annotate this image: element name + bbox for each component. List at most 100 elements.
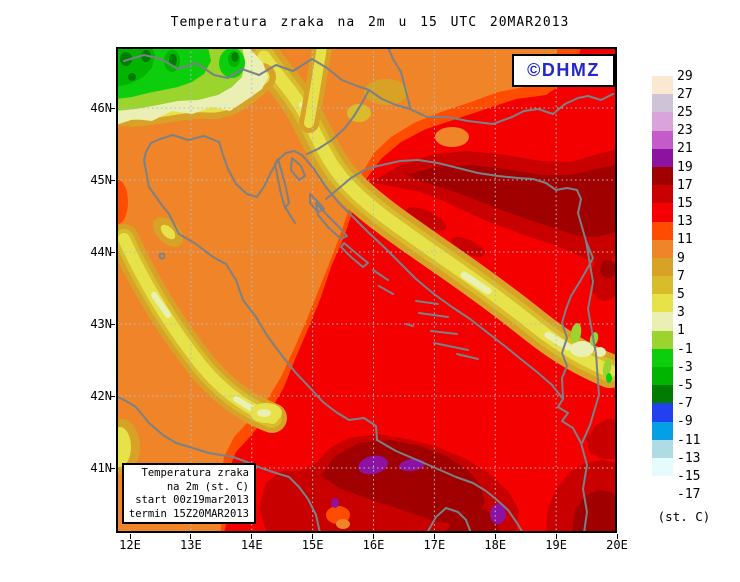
lon-axis-label: 16E [362, 538, 385, 552]
page-title: Temperatura zraka na 2m u 15 UTC 20MAR20… [170, 15, 570, 30]
legend-cell [652, 94, 673, 113]
legend-boundary-label: 7 [677, 268, 685, 284]
lat-tick [110, 179, 115, 181]
lon-tick [251, 534, 253, 539]
legend-boundary-label: -7 [677, 396, 693, 412]
legend-boundary-label: 5 [677, 286, 685, 302]
lon-axis-label: 18E [484, 538, 507, 552]
lon-axis-label: 17E [423, 538, 446, 552]
legend-boundary-label: 15 [677, 195, 693, 211]
legend-cell [652, 385, 673, 404]
north-border-line [123, 54, 614, 125]
istria-coastline [218, 141, 303, 198]
legend-cell [652, 203, 673, 222]
lon-axis-label: 12E [119, 538, 141, 552]
border-branch-line [387, 47, 411, 108]
legend-boundary-label: -3 [677, 359, 693, 375]
legend-cell [652, 457, 673, 477]
legend-cell [652, 148, 673, 167]
adriatic-islands [158, 157, 479, 360]
legend-unit-label: (st. C) [657, 509, 711, 524]
legend-cell [652, 367, 673, 386]
italy-tyrrhenian-coastline [116, 395, 321, 533]
info-line: termin 15Z20MAR2013 [128, 507, 249, 520]
info-line: start 00z19mar2013 [135, 494, 249, 506]
lon-tick [555, 534, 557, 539]
legend-cell [652, 421, 673, 440]
taranto-gulf-coastline [426, 507, 472, 533]
lon-axis-label: 13E [180, 538, 202, 552]
legend-boundary-label: 23 [677, 123, 693, 139]
legend-cell [652, 221, 673, 240]
lat-axis-label: 45N [90, 173, 112, 187]
legend-cell [652, 112, 673, 131]
bosnia-border-line [325, 159, 594, 400]
coastlines-borders [116, 47, 614, 533]
legend-boundary-label: 9 [677, 250, 685, 266]
lon-tick [129, 534, 131, 539]
lon-tick [373, 534, 374, 539]
legend-cell [652, 130, 673, 149]
temperature-map [116, 47, 617, 533]
dhmz-logo-label: ©DHMZ [527, 60, 600, 80]
slovenia-croatia-border [306, 89, 370, 155]
lon-tick [616, 534, 618, 539]
alps-cold-region [116, 47, 268, 125]
legend-cell [652, 348, 673, 367]
map-frame [116, 47, 617, 533]
dhmz-watermark-box: ©DHMZ [512, 54, 615, 87]
lat-tick [110, 467, 115, 469]
info-line: na 2m (st. C) [166, 480, 249, 493]
legend-boundary-label: 29 [677, 68, 693, 84]
lat-tick [110, 395, 115, 397]
lat-axis-label: 44N [90, 245, 112, 259]
legend-boundary-label: 19 [677, 159, 693, 175]
east-border-line [581, 240, 600, 444]
legend-boundary-label: -17 [677, 487, 701, 503]
legend-cell [652, 166, 673, 186]
legend-boundary-label: -9 [677, 414, 693, 430]
info-line: Temperatura zraka [141, 467, 249, 479]
legend-boundary-label: 27 [677, 86, 693, 102]
legend-boundary-label: 21 [677, 141, 693, 157]
lon-axis-label: 15E [301, 538, 324, 552]
legend-labels: 29 27 25 23 21 19 17 15 13 11 9 7 5 3 1 -1 -3 -5 -7 -9 -11 -1… [677, 69, 721, 503]
legend-cell [652, 239, 673, 258]
legend-cell [652, 439, 673, 458]
lat-tick [110, 107, 115, 109]
legend-boundary-label: 11 [677, 232, 693, 248]
map-info-box: Temperatura zraka na 2m (st. C) start 00… [122, 463, 256, 524]
lat-axis-label: 41N [90, 461, 112, 475]
legend-boundary-label: 13 [677, 214, 693, 230]
lon-axis-label: 19E [545, 538, 567, 552]
lon-tick [190, 534, 192, 539]
legend-cell [652, 476, 673, 495]
latlon-grid [116, 47, 617, 533]
legend-boundary-label: 3 [677, 305, 685, 321]
legend-boundary-label: -15 [677, 468, 701, 484]
legend-cell [652, 312, 673, 331]
lat-axis-label: 43N [90, 317, 112, 331]
lat-tick [110, 323, 115, 325]
legend-cell [652, 257, 673, 277]
lon-tick [312, 534, 314, 539]
croatia-coastline [301, 154, 588, 533]
legend-cell [652, 294, 673, 313]
legend-boundary-label: -13 [677, 450, 701, 466]
italy-adriatic-coastline [143, 134, 524, 533]
legend-cell [652, 185, 673, 204]
legend-boundary-label: 17 [677, 177, 693, 193]
legend-cell [652, 276, 673, 295]
lon-tick [494, 534, 496, 539]
map-canvas [116, 47, 617, 533]
legend-cell [652, 330, 673, 349]
legend-colorbar [652, 76, 673, 495]
legend-cell [652, 403, 673, 422]
lon-axis-label: 20E [606, 538, 628, 552]
legend-boundary-label: 25 [677, 104, 693, 120]
lat-axis-label: 46N [90, 101, 112, 115]
legend-boundary-label: -1 [677, 341, 693, 357]
legend-boundary-label: 1 [677, 323, 685, 339]
lon-tick [433, 534, 435, 539]
